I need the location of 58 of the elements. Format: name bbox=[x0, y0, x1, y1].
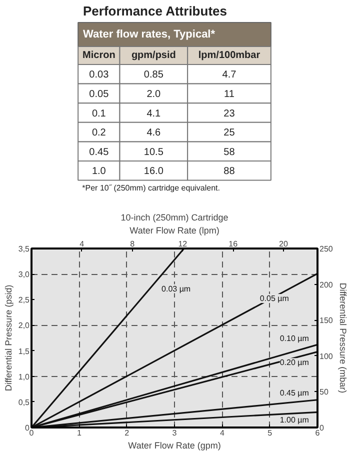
y-tick-label: 2,0 bbox=[18, 321, 30, 330]
x2-tick-label: 8 bbox=[130, 240, 136, 248]
data-label: 10.5 bbox=[144, 146, 164, 158]
series-label: 0.03 µm bbox=[162, 284, 191, 294]
data-label: 4.7 bbox=[222, 70, 237, 81]
y2-tick-label: 250 bbox=[320, 244, 334, 254]
data-label: 88 bbox=[224, 166, 236, 178]
y-tick-label: 1.0 bbox=[92, 166, 106, 178]
series-label: 0.20 µm bbox=[280, 358, 310, 368]
chart-subtitle: Water flow rates, Typical* bbox=[82, 28, 216, 40]
x-tick-label: 5 bbox=[268, 428, 273, 438]
y2-tick-label: 50 bbox=[320, 388, 329, 397]
x2-tick-label: 20 bbox=[279, 240, 288, 248]
data-label: 0.85 bbox=[144, 70, 164, 81]
data-label: 2.0 bbox=[146, 88, 162, 100]
x-tick-label: lpm/100mbar bbox=[198, 50, 260, 61]
y-axis-title: Micron bbox=[82, 50, 116, 61]
y-tick-label: 3,0 bbox=[18, 270, 30, 280]
y2-tick-label: 200 bbox=[320, 280, 334, 290]
x2-axis-title: Water Flow Rate (lpm) bbox=[130, 226, 220, 236]
y-tick-label: 1,0 bbox=[18, 372, 30, 382]
y-axis-title: Differential Pressure (psid) bbox=[3, 284, 14, 392]
data-label: 16.0 bbox=[144, 166, 164, 178]
x-axis-title: Water Flow Rate (gpm) bbox=[128, 440, 221, 450]
x-tick-label: gpm/psid bbox=[131, 50, 176, 61]
data-label: 25 bbox=[224, 128, 236, 139]
y-tick-label: 3,5 bbox=[18, 244, 30, 254]
y-tick-label: 0,5 bbox=[18, 398, 30, 407]
data-label: 11 bbox=[224, 88, 235, 100]
y-tick-label: 1,5 bbox=[18, 346, 30, 356]
data-label: 58 bbox=[224, 146, 236, 158]
y2-axis-title: Differential Pressure (mbar) bbox=[338, 282, 348, 394]
text: *Per 10˝ (250mm) cartridge equivalent. bbox=[82, 184, 220, 192]
series-label: 0.45 µm bbox=[280, 388, 310, 398]
series-label: 1.00 µm bbox=[280, 416, 310, 425]
chart-title: 10-inch (250mm) Cartridge bbox=[120, 212, 228, 222]
series-label: 0.05 µm bbox=[260, 294, 290, 303]
data-label: 23 bbox=[224, 108, 236, 120]
y-tick-label: 0.03 bbox=[89, 70, 110, 81]
x-tick-label: 3 bbox=[172, 428, 178, 438]
y2-tick-label: 100 bbox=[320, 352, 334, 361]
y-tick-label: 0.1 bbox=[92, 108, 106, 120]
chart-title: Performance Attributes bbox=[82, 4, 227, 18]
y-tick-label: 0.05 bbox=[89, 88, 110, 100]
x2-tick-label: 4 bbox=[80, 240, 85, 248]
x-tick-label: 2 bbox=[124, 428, 130, 438]
x-tick-label: 4 bbox=[220, 428, 225, 438]
x2-tick-label: 12 bbox=[178, 240, 188, 248]
y-tick-label: 0.45 bbox=[89, 146, 110, 158]
x2-tick-label: 16 bbox=[228, 240, 238, 248]
series-label: 0.10 µm bbox=[280, 334, 310, 344]
y2-tick-label: 150 bbox=[320, 316, 334, 326]
x-tick-label: 1 bbox=[76, 428, 82, 438]
y-tick-label: 2,5 bbox=[18, 296, 30, 305]
data-label: 4.6 bbox=[146, 128, 162, 139]
x-tick-label: 6 bbox=[315, 428, 320, 438]
y-tick-label: 0.2 bbox=[92, 128, 106, 139]
data-label: 4.1 bbox=[146, 108, 162, 120]
